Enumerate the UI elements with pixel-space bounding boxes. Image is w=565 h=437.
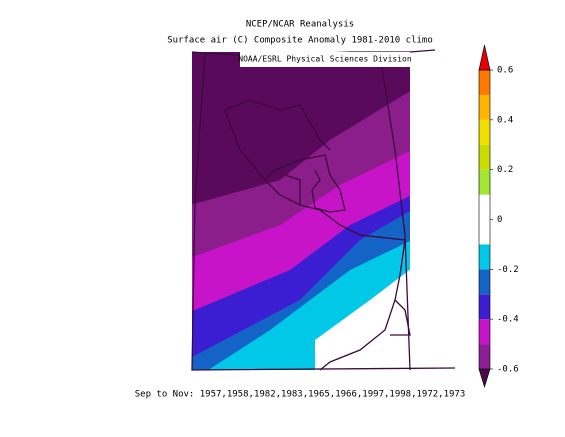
title: NCEP/NCAR Reanalysis [246,20,354,30]
colorbar-segment [479,219,490,245]
colorbar-segment [479,119,490,145]
colorbar-tick-label: 0 [497,215,502,225]
colorbar-segment [479,169,490,195]
colorbar-segment [479,194,490,220]
credit-box [240,52,410,67]
colorbar-segment [479,144,490,170]
colorbar-tick-label: -0.6 [497,365,519,375]
colorbar-extension [478,44,491,71]
colorbar-segment [479,94,490,120]
colorbar-segment [479,294,490,320]
colorbar-segment [479,70,490,95]
colorbar-tick-label: -0.2 [497,265,519,275]
subtitle: Surface air (C) Composite Anomaly 1981-2… [167,36,433,46]
credit: NOAA/ESRL Physical Sciences Division [238,55,412,64]
band [315,269,410,370]
colorbar: -0.6 -0.4 -0.2 0 0.2 0.4 0.6 [478,44,519,389]
caption: Sep to Nov: 1957,1958,1982,1983,1965,196… [135,390,466,400]
colorbar-tick-label: 0.2 [497,165,513,175]
colorbar-tick-label: 0.4 [497,115,513,125]
colorbar-extension [478,368,491,389]
colorbar-tick-label: 0.6 [497,66,513,76]
colorbar-segment [479,344,490,369]
colorbar-segment [479,269,490,295]
colorbar-tick-label: -0.4 [497,315,519,325]
colorbar-segment [479,244,490,270]
anomaly-field [192,52,410,370]
colorbar-segment [479,319,490,345]
